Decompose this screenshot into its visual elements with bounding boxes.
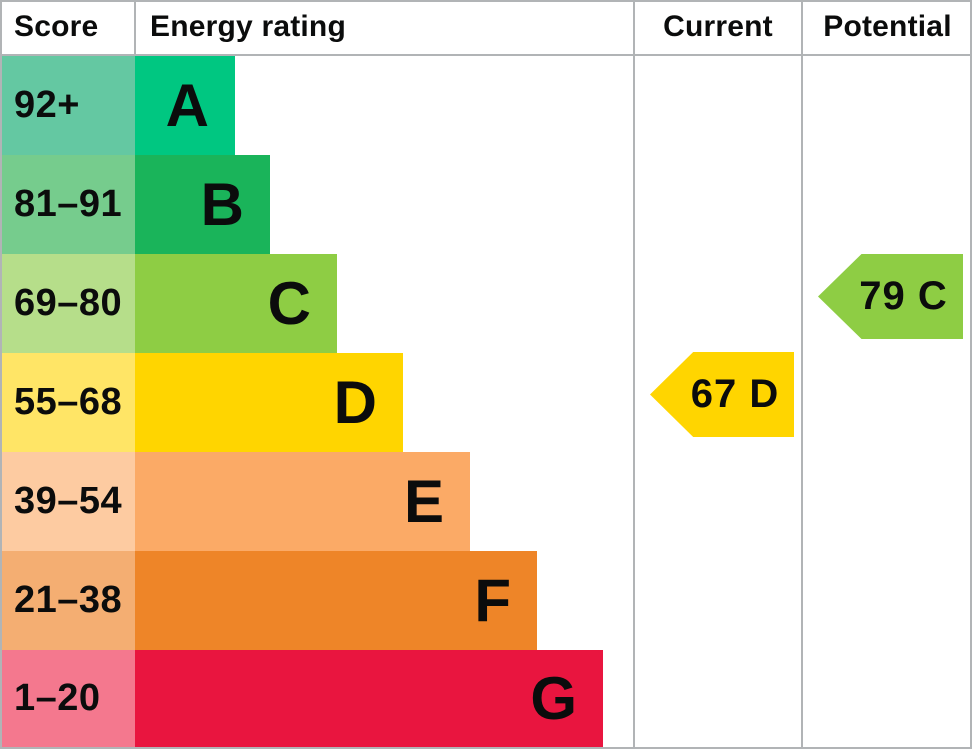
score-range-f: 21–38 <box>0 551 135 650</box>
rating-band-f: F <box>135 551 537 650</box>
header-divider <box>134 0 136 54</box>
rating-band-g: G <box>135 650 603 747</box>
rating-row-b: 81–91 B <box>0 155 633 254</box>
rating-row-g: 1–20 G <box>0 650 633 747</box>
header-bottom-border <box>0 54 972 56</box>
rating-row-d: 55–68 D <box>0 353 633 452</box>
rating-row-c: 69–80 C <box>0 254 633 353</box>
score-range-g: 1–20 <box>0 650 135 747</box>
rating-row-f: 21–38 F <box>0 551 633 650</box>
rating-band-e: E <box>135 452 470 551</box>
rating-band-d: D <box>135 353 403 452</box>
score-range-a: 92+ <box>0 56 135 155</box>
score-range-c: 69–80 <box>0 254 135 353</box>
rating-band-a: A <box>135 56 235 155</box>
current-column-divider <box>633 0 635 749</box>
score-range-b: 81–91 <box>0 155 135 254</box>
rating-band-c: C <box>135 254 337 353</box>
rating-row-e: 39–54 E <box>0 452 633 551</box>
chart-header: Score Energy rating Current Potential <box>0 0 972 56</box>
rating-row-a: 92+ A <box>0 56 633 155</box>
potential-rating-arrow: 79 C <box>818 254 963 339</box>
current-rating-arrow: 67 D <box>650 352 794 437</box>
score-range-e: 39–54 <box>0 452 135 551</box>
header-potential: Potential <box>823 10 952 43</box>
header-score: Score <box>14 10 99 43</box>
rating-band-b: B <box>135 155 270 254</box>
score-range-d: 55–68 <box>0 353 135 452</box>
header-current: Current <box>663 10 773 43</box>
potential-column-divider <box>801 0 803 749</box>
header-energy-rating: Energy rating <box>150 10 346 43</box>
